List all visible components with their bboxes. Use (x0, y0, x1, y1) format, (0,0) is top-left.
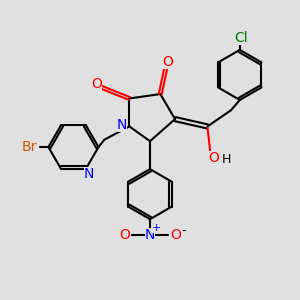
Text: Cl: Cl (235, 31, 248, 44)
Text: N: N (117, 118, 127, 132)
Text: H: H (222, 153, 231, 166)
Text: +: + (152, 223, 161, 233)
Text: Br: Br (22, 140, 37, 154)
Text: O: O (162, 55, 173, 69)
Text: N: N (84, 167, 94, 181)
Text: -: - (182, 224, 186, 237)
Text: O: O (119, 227, 130, 242)
Text: O: O (208, 151, 219, 165)
Text: N: N (145, 227, 155, 242)
Text: O: O (170, 227, 181, 242)
Text: O: O (91, 77, 102, 91)
